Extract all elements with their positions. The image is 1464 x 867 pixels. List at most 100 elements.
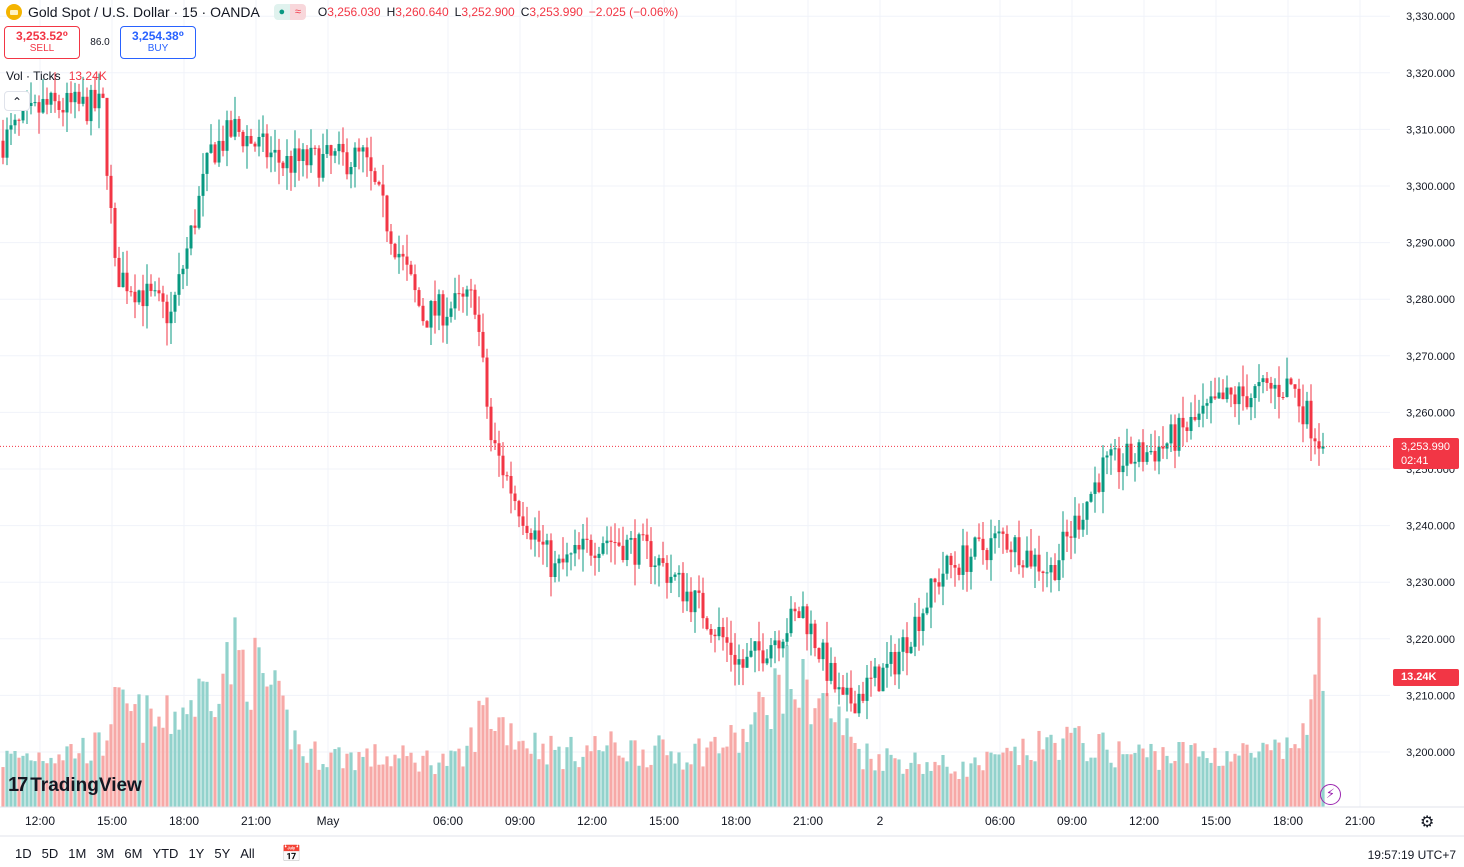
candle-body [53, 92, 57, 102]
volume-bar [1197, 756, 1201, 807]
volume-bar [1097, 734, 1101, 807]
candle-body [1021, 565, 1025, 568]
candle-body [205, 152, 209, 174]
volume-bar [313, 741, 317, 807]
timeframe-button[interactable]: 5Y [214, 846, 231, 861]
timeframe-button[interactable]: All [240, 846, 255, 861]
volume-bar [945, 766, 949, 807]
candle-body [1025, 550, 1029, 568]
volume-bar [1233, 753, 1237, 807]
volume-bar [73, 758, 77, 807]
volume-bar [1209, 762, 1213, 807]
timeframe-button[interactable]: YTD [152, 846, 179, 861]
volume-bar [5, 750, 9, 807]
volume-bar [321, 764, 325, 807]
candle-body [285, 156, 289, 169]
candle-body [521, 516, 525, 526]
candle-body [153, 290, 157, 292]
time-tick-label: 09:00 [1057, 814, 1087, 828]
volume-bar [421, 755, 425, 807]
volume-bar [609, 731, 613, 807]
volume-bar [653, 745, 657, 807]
timeframe-button[interactable]: 5D [41, 846, 59, 861]
wave-icon[interactable]: ≈ [289, 4, 306, 20]
candle-body [565, 554, 569, 563]
gear-icon[interactable]: ⚙ [1420, 814, 1435, 831]
volume-bar [1033, 761, 1037, 807]
candle-body [1113, 448, 1117, 450]
candle-body [833, 662, 837, 690]
volume-bar [389, 766, 393, 807]
bottom-toolbar: 1D 5D 1M 3M 6M YTD 1Y 5Y All 📅 19:57:19 UTC+7 [0, 840, 1464, 867]
buy-button[interactable]: 3,254.38⁰ BUY [120, 26, 196, 59]
calendar-range-icon[interactable]: 📅 [281, 845, 302, 863]
buy-label: BUY [147, 43, 169, 54]
candle-body [989, 538, 993, 561]
volume-bar [741, 728, 745, 807]
volume-bar [333, 749, 337, 807]
volume-bar [845, 718, 849, 807]
tv-logo-text: TradingView [30, 774, 142, 796]
clock-readout[interactable]: 19:57:19 UTC+7 [1367, 848, 1456, 862]
timeframe-button[interactable]: 1Y [188, 846, 205, 861]
circle-dot-icon[interactable]: ● [273, 4, 290, 20]
candle-body [417, 290, 421, 306]
volume-bar [537, 759, 541, 807]
price-tick-label: 3,200.000 [1406, 747, 1455, 759]
volume-bar [1269, 750, 1273, 807]
candle-body [1101, 457, 1105, 492]
tradingview-logo[interactable]: 17 TradingView [8, 774, 142, 797]
volume-bar [1069, 732, 1073, 807]
volume-bar [829, 718, 833, 807]
candle-body [561, 558, 565, 563]
volume-bar [485, 697, 489, 807]
chart-canvas[interactable]: 3,330.000 3,320.000 3,310.000 3,300.000 3,29… [0, 0, 1464, 840]
volume-bar [393, 754, 397, 807]
candle-body [581, 538, 585, 550]
volume-bar [545, 764, 549, 807]
volume-bar [577, 767, 581, 807]
volume-bar [1017, 765, 1021, 807]
timeframe-button[interactable]: 6M [124, 846, 143, 861]
candle-body [941, 573, 945, 587]
volume-legend[interactable]: Vol · Ticks 13.24K [6, 69, 107, 83]
volume-bar [413, 762, 417, 807]
candle-body [1189, 416, 1193, 431]
candle-body [529, 532, 533, 540]
candle-body [89, 89, 93, 122]
volume-bar [709, 741, 713, 807]
volume-bar [401, 745, 405, 807]
volume-bar [1053, 742, 1057, 807]
volume-bar [693, 743, 697, 807]
volume-bar [749, 724, 753, 807]
timeframe-button[interactable]: 1M [68, 846, 87, 861]
volume-bar [1165, 755, 1169, 807]
volume-bar [1293, 744, 1297, 807]
candle-body [665, 562, 669, 583]
candle-body [1081, 519, 1085, 530]
candle-body [1297, 388, 1301, 407]
candle-body [1093, 482, 1097, 494]
volume-bar [9, 753, 13, 807]
candle-body [737, 659, 741, 665]
chevron-up-icon[interactable]: ⌃ [4, 91, 30, 111]
volume-bar [1273, 739, 1277, 807]
volume-bar [601, 751, 605, 807]
candle-body [249, 135, 253, 144]
sell-button[interactable]: 3,253.52⁰ SELL [4, 26, 80, 59]
lightning-icon[interactable]: ⚡ [1320, 784, 1341, 805]
timeframe-button[interactable]: 3M [96, 846, 115, 861]
volume-bar [1157, 769, 1161, 807]
symbol-title[interactable]: Gold Spot / U.S. Dollar · 15 · OANDA [28, 4, 260, 20]
indicator-pill[interactable]: ● ≈ [273, 4, 306, 20]
candle-body [197, 195, 201, 228]
volume-bar [821, 693, 825, 807]
gold-coin-icon [6, 4, 22, 20]
timeframe-button[interactable]: 1D [15, 846, 32, 861]
candle-body [1057, 560, 1061, 581]
candle-body [825, 642, 829, 681]
volume-bar [1121, 754, 1125, 807]
volume-bar [613, 742, 617, 807]
volume-bar [637, 765, 641, 807]
volume-bar [233, 617, 237, 807]
